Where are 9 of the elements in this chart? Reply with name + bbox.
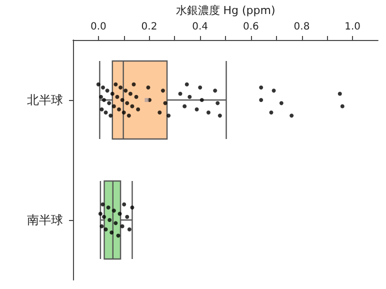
x-tick-label: 0.2 — [141, 22, 158, 32]
x-axis-title: 水銀濃度 Hg (ppm) — [176, 4, 276, 17]
x-tick-label: 0.4 — [192, 22, 208, 32]
x-tick-label: 0.0 — [90, 22, 106, 32]
x-tick-label: 0.6 — [242, 22, 259, 32]
y-tick-label: 北半球 — [27, 93, 63, 107]
x-tick-label: 0.8 — [294, 22, 310, 32]
y-tick-label: 南半球 — [27, 213, 63, 227]
x-tick-label: 1.0 — [344, 22, 361, 32]
